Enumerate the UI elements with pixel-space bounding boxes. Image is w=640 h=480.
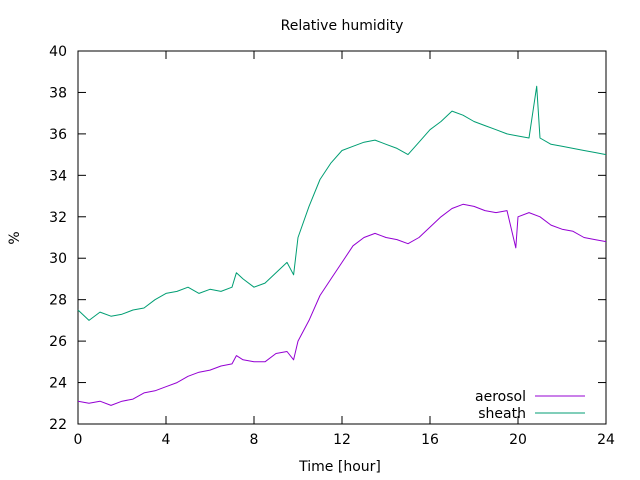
y-tick-label-3: 28 — [49, 293, 67, 309]
y-tick-label-7: 36 — [49, 127, 67, 143]
x-tick-label-4: 16 — [421, 432, 439, 448]
legend-label-sheath: sheath — [478, 406, 526, 422]
x-tick-label-6: 24 — [597, 432, 615, 448]
y-tick-label-4: 30 — [49, 251, 67, 267]
series-layer — [77, 85, 607, 406]
y-tick-label-8: 38 — [49, 85, 67, 101]
series-line-aerosol — [77, 203, 607, 406]
y-axis-label: % — [7, 231, 23, 244]
series-line-sheath — [77, 85, 607, 321]
x-tick-label-2: 8 — [250, 432, 259, 448]
y-axis: 22 24 26 28 30 32 34 36 38 40 — [49, 44, 606, 433]
x-tick-label-5: 20 — [509, 432, 527, 448]
legend-label-aerosol: aerosol — [475, 389, 526, 405]
y-tick-label-6: 34 — [49, 168, 67, 184]
y-tick-label-5: 32 — [49, 210, 67, 226]
y-tick-label-2: 26 — [49, 334, 67, 350]
x-tick-label-1: 4 — [162, 432, 171, 448]
x-tick-label-0: 0 — [74, 432, 83, 448]
x-axis-label: Time [hour] — [298, 459, 381, 475]
x-tick-label-3: 12 — [333, 432, 351, 448]
plot-frame — [77, 50, 607, 425]
chart-title: Relative humidity — [281, 18, 404, 34]
x-axis: 0 4 8 12 16 20 24 — [74, 51, 615, 448]
y-tick-label-9: 40 — [49, 44, 67, 60]
y-tick-label-1: 24 — [49, 376, 67, 392]
y-tick-label-0: 22 — [49, 417, 67, 433]
